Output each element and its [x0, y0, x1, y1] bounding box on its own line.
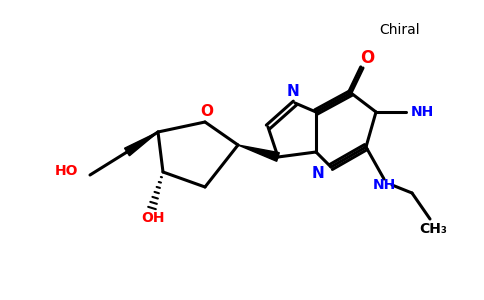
Polygon shape — [124, 132, 158, 156]
Text: NH: NH — [372, 178, 395, 192]
Text: Chiral: Chiral — [379, 23, 420, 37]
Polygon shape — [238, 145, 279, 161]
Text: N: N — [312, 167, 324, 182]
Text: CH₃: CH₃ — [419, 222, 447, 236]
Text: N: N — [287, 83, 300, 98]
Text: OH: OH — [141, 211, 165, 225]
Text: O: O — [360, 49, 374, 67]
Text: HO: HO — [55, 164, 78, 178]
Text: O: O — [200, 103, 213, 118]
Text: NH: NH — [411, 105, 434, 119]
